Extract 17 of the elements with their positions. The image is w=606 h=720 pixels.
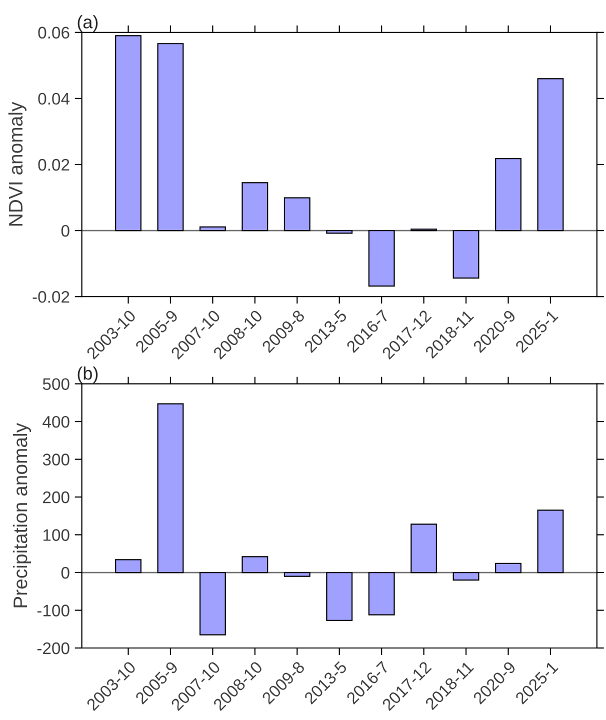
y-tick-label: 200 [43, 491, 70, 504]
y-tick-label: -0.02 [32, 291, 70, 303]
y-tick-label: 100 [43, 529, 70, 541]
y-tick-label: -100 [37, 604, 70, 616]
y-axis-title: NDVI anomaly [8, 102, 26, 226]
y-tick-label: 0.04 [38, 92, 70, 105]
chart-title: (b) [78, 366, 98, 384]
y-tick-label: 500 [42, 378, 70, 390]
y-tick-label: 0 [61, 566, 70, 579]
y-tick-label: 0 [61, 224, 70, 237]
y-axis-title: Precipitation anomaly [12, 422, 32, 608]
y-tick-label: -200 [37, 642, 70, 654]
y-tick-label: 0.06 [38, 26, 70, 39]
y-tick-label: 300 [42, 454, 70, 466]
y-tick-label: 400 [42, 416, 70, 428]
chart-title: (a) [78, 15, 98, 32]
y-tick-label: 0.02 [38, 158, 70, 171]
